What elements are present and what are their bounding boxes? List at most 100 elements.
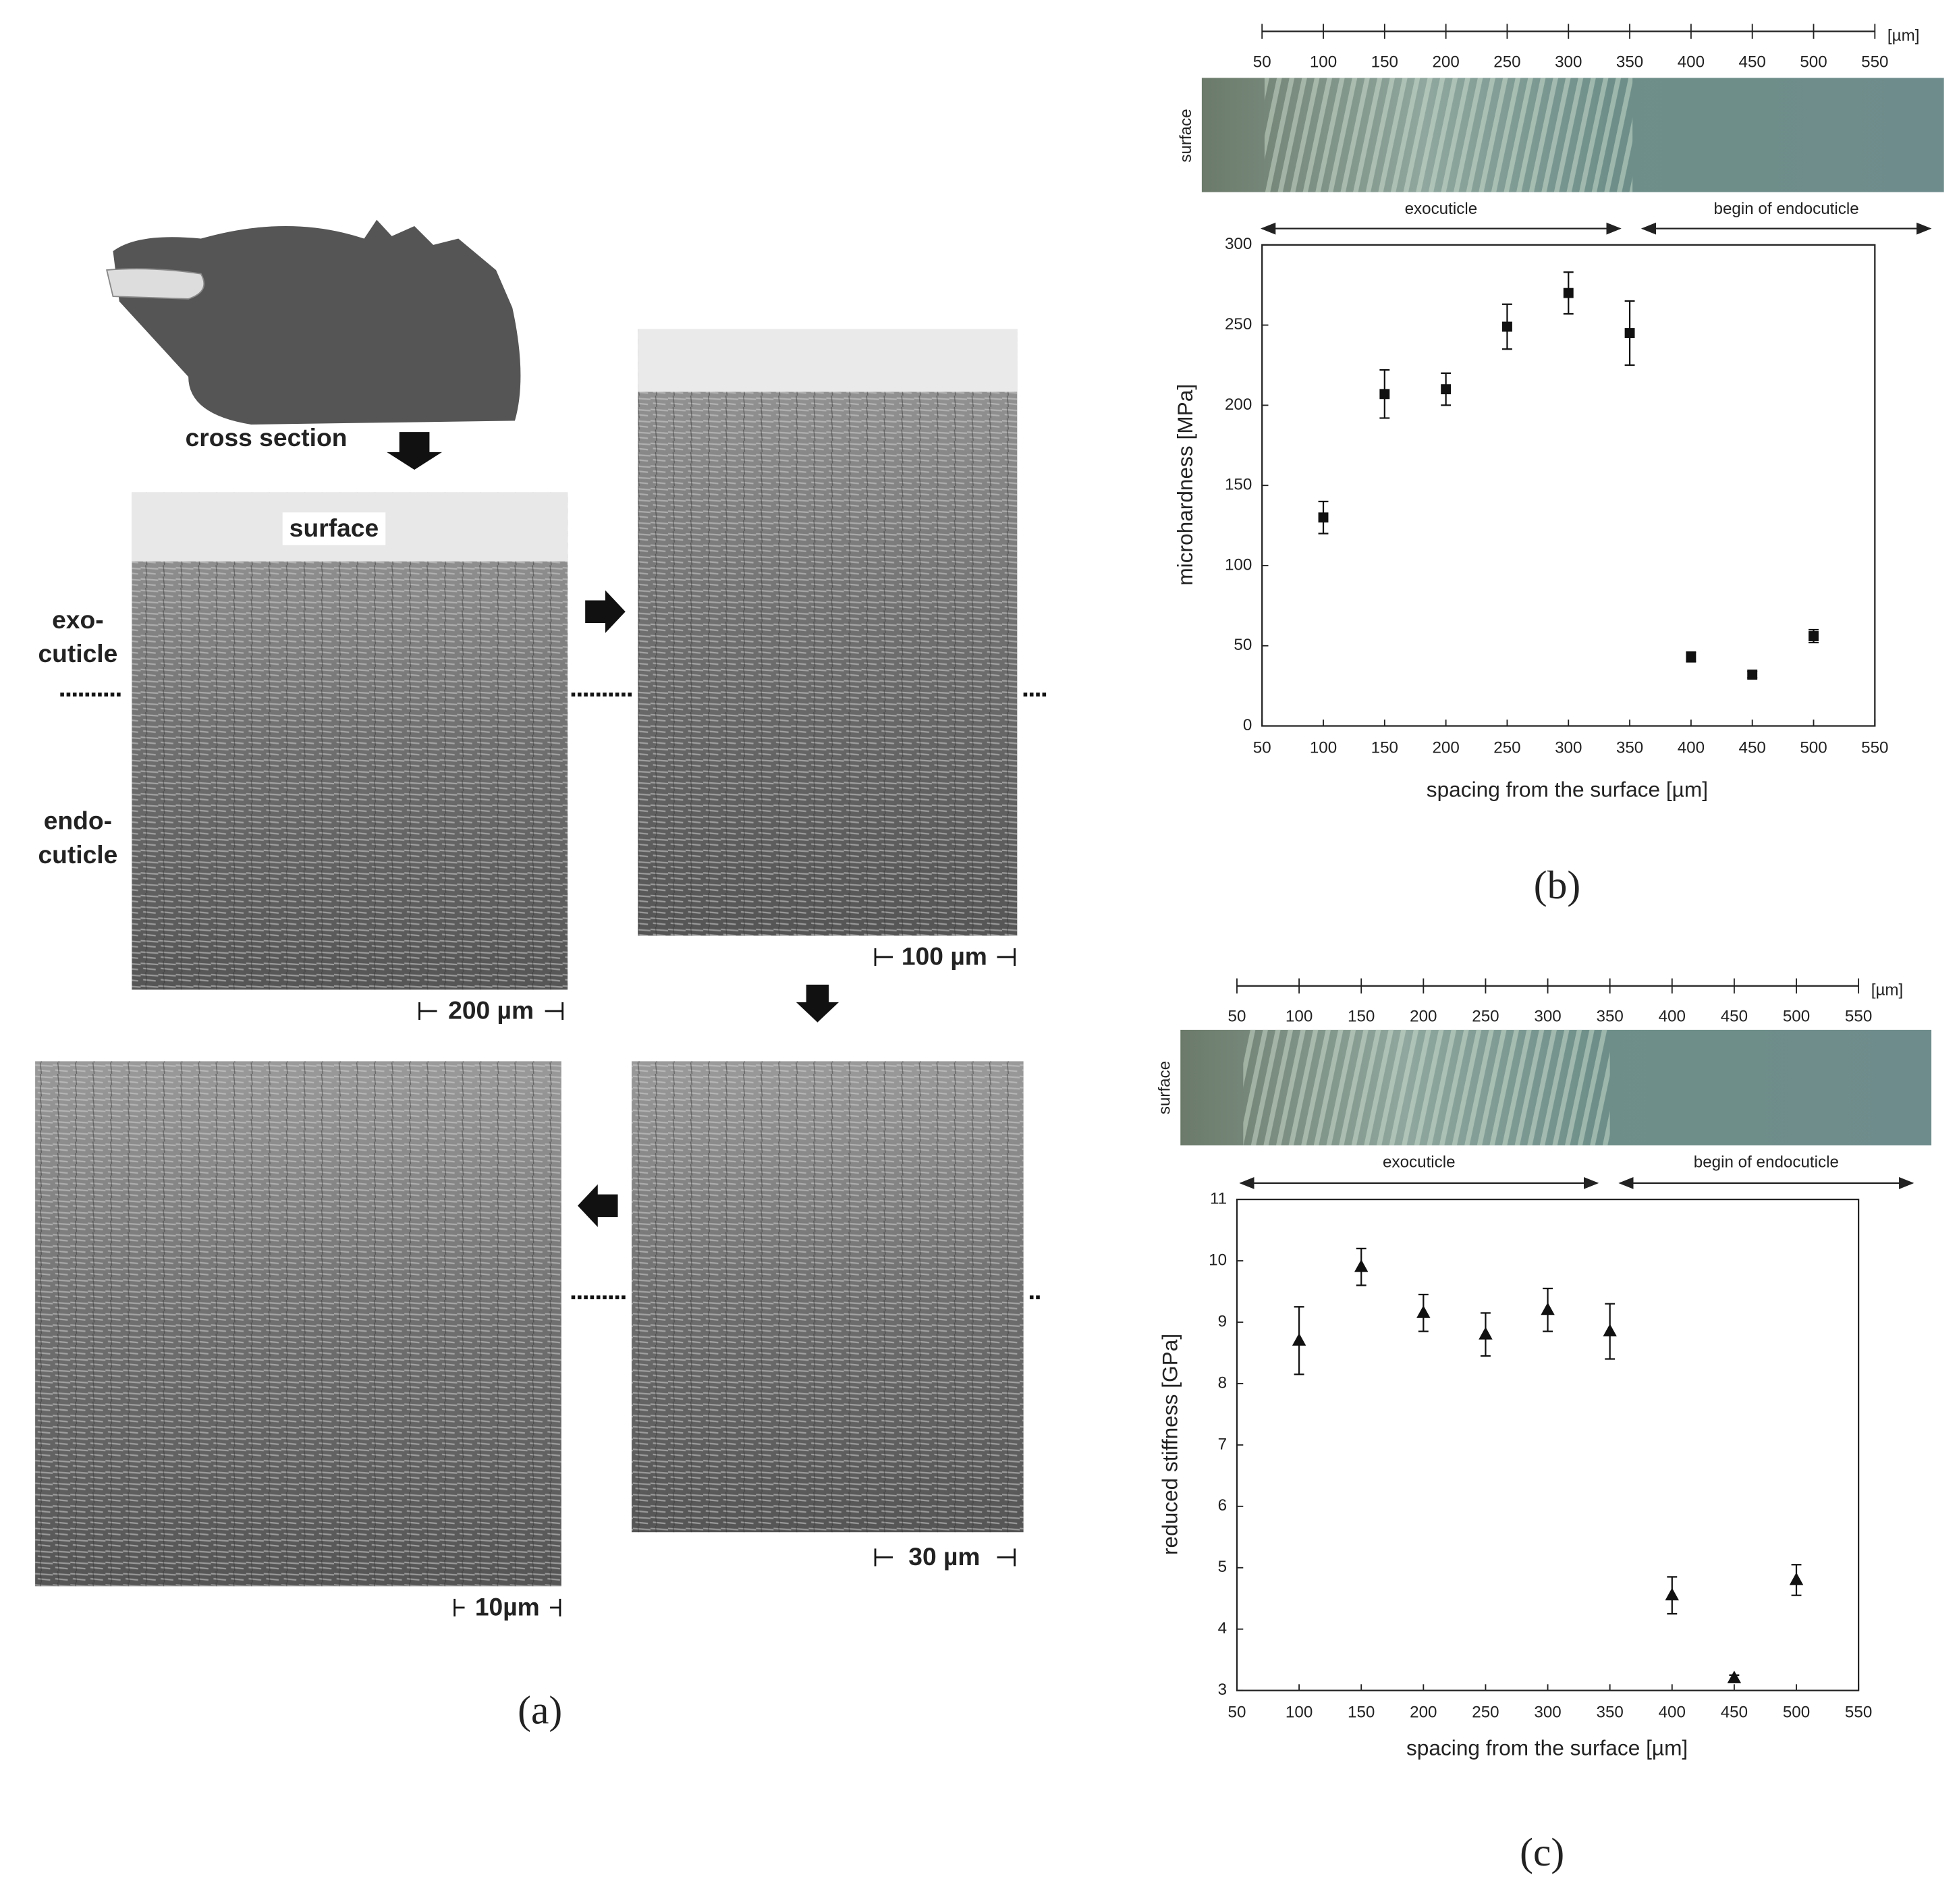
cross-section-stripes <box>1243 1029 1610 1146</box>
top-scale-label: 250 <box>1493 53 1520 71</box>
x-tick-label: 550 <box>1845 1704 1872 1722</box>
label: surface <box>289 514 379 542</box>
claw-photo <box>113 219 521 425</box>
x-tick-label: 50 <box>1228 1704 1246 1722</box>
point <box>1479 1327 1493 1340</box>
x-tick-label: 300 <box>1534 1704 1561 1722</box>
y-tick-label: 8 <box>1218 1373 1227 1392</box>
top-scale-label: 450 <box>1721 1008 1748 1026</box>
top-scale-label: 250 <box>1472 1008 1499 1026</box>
y-tick-label: 6 <box>1218 1496 1227 1515</box>
top-scale-label: 550 <box>1845 1008 1872 1026</box>
x-tick-label: 400 <box>1659 1704 1686 1722</box>
top-scale-label: 100 <box>1286 1008 1313 1026</box>
point <box>1416 1305 1431 1318</box>
top-scale-label: 100 <box>1310 53 1337 71</box>
scale-bar-ends <box>418 948 1016 1616</box>
top-scale-label: 400 <box>1659 1008 1686 1026</box>
caption: (b) <box>1534 863 1580 907</box>
side-label: surface <box>1155 1061 1174 1114</box>
point <box>1318 512 1329 523</box>
top-scale-label: 400 <box>1678 53 1705 71</box>
y-tick-label: 7 <box>1218 1435 1227 1453</box>
top-scale-label: 300 <box>1555 53 1582 71</box>
top-scale-label: 500 <box>1783 1008 1810 1026</box>
x-tick-label: 250 <box>1493 738 1520 757</box>
x-tick-label: 200 <box>1410 1704 1437 1722</box>
micrograph-texture <box>132 492 568 990</box>
arrow <box>796 984 839 1023</box>
top-scale-label: 150 <box>1371 53 1398 71</box>
top-scale-label: 450 <box>1739 53 1766 71</box>
point <box>1502 321 1512 332</box>
top-scale-label: 50 <box>1253 53 1271 71</box>
point <box>1603 1324 1617 1337</box>
y-tick-label: 4 <box>1218 1619 1227 1637</box>
y-axis-label: microhardness [MPa] <box>1173 384 1197 586</box>
micrograph-texture <box>35 1061 561 1587</box>
point <box>1541 1302 1555 1315</box>
caption: (a) <box>518 1688 562 1733</box>
hand <box>106 268 205 300</box>
y-tick-label: 300 <box>1225 235 1252 253</box>
x-tick-label: 250 <box>1472 1704 1499 1722</box>
x-tick-label: 450 <box>1721 1704 1748 1722</box>
x-axis-label: spacing from the surface [µm] <box>1406 1735 1688 1760</box>
y-tick-label: 50 <box>1234 636 1252 654</box>
x-tick-label: 400 <box>1678 738 1705 757</box>
top-scale-label: 200 <box>1410 1008 1437 1026</box>
y-tick-label: 200 <box>1225 396 1252 414</box>
y-tick-label: 250 <box>1225 315 1252 333</box>
top-scale-label: 150 <box>1348 1008 1375 1026</box>
x-tick-label: 100 <box>1286 1704 1313 1722</box>
region-label: begin of endocuticle <box>1694 1153 1839 1172</box>
micrograph-top <box>638 329 1018 392</box>
micrograph-texture <box>632 1061 1024 1533</box>
caption: (c) <box>1520 1830 1564 1874</box>
x-tick-label: 500 <box>1783 1704 1810 1722</box>
top-scale-label: 350 <box>1596 1008 1623 1026</box>
point <box>1563 288 1574 298</box>
arrow <box>578 1184 618 1228</box>
scale-bar-label: 10µm <box>475 1593 540 1621</box>
label: cuticle <box>38 639 117 668</box>
point <box>1727 1670 1742 1683</box>
plot-frame <box>1236 1198 1860 1691</box>
side-label: surface <box>1177 109 1195 162</box>
point <box>1665 1587 1680 1601</box>
scale-bar-label: 30 µm <box>908 1542 980 1571</box>
micrograph-texture <box>638 329 1018 936</box>
panel-a-text: cross section surface exo- cuticle endo-… <box>38 423 987 1733</box>
y-tick-label: 0 <box>1243 716 1252 734</box>
region-label: exocuticle <box>1383 1153 1456 1172</box>
y-tick-label: 100 <box>1225 555 1252 574</box>
top-scale-unit: [µm] <box>1887 26 1920 45</box>
label: cuticle <box>38 840 117 869</box>
top-scale-label: 550 <box>1861 53 1888 71</box>
point <box>1441 384 1452 395</box>
y-tick-label: 10 <box>1209 1251 1227 1269</box>
region-label: exocuticle <box>1405 200 1478 218</box>
x-tick-label: 500 <box>1800 738 1827 757</box>
point <box>1292 1333 1306 1346</box>
boundary-lines <box>60 692 1049 1300</box>
arrow <box>387 432 443 470</box>
point <box>1379 389 1390 400</box>
x-tick-label: 150 <box>1348 1704 1375 1722</box>
x-tick-label: 300 <box>1555 738 1582 757</box>
surface-box <box>282 512 386 545</box>
y-tick-label: 5 <box>1218 1558 1227 1576</box>
label: exo- <box>52 605 104 634</box>
scale-bar-label: 200 µm <box>448 996 534 1025</box>
cross-section-stripes <box>1264 78 1633 192</box>
x-tick-label: 350 <box>1596 1704 1623 1722</box>
top-scale-label: 50 <box>1228 1008 1246 1026</box>
point <box>1686 651 1696 662</box>
x-tick-label: 50 <box>1253 738 1271 757</box>
y-tick-label: 11 <box>1210 1189 1227 1207</box>
x-tick-label: 200 <box>1432 738 1459 757</box>
x-tick-label: 350 <box>1616 738 1643 757</box>
label: endo- <box>44 807 112 835</box>
